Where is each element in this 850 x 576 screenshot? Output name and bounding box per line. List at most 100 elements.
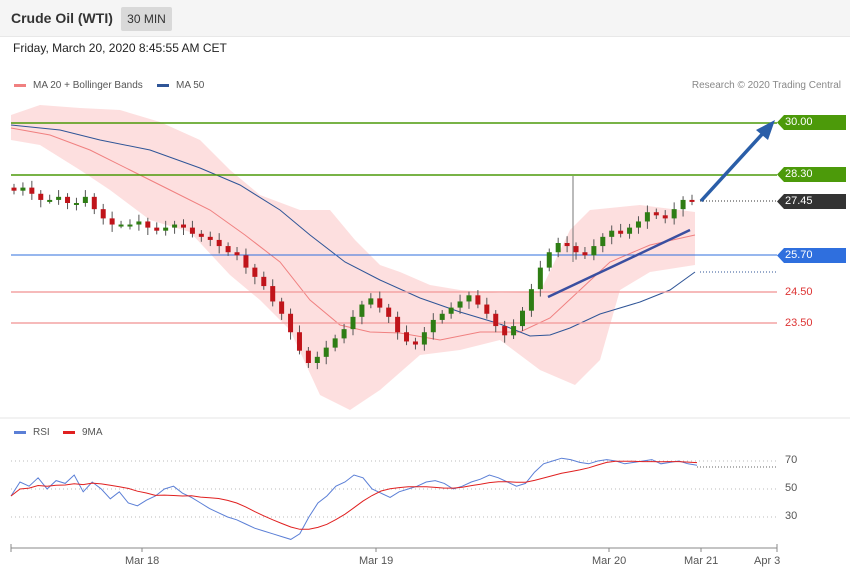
candle-body	[172, 224, 178, 228]
candle-body	[404, 332, 410, 342]
candle-body	[20, 187, 26, 191]
candle-body	[234, 252, 240, 256]
rsi-label: RSI	[33, 427, 50, 438]
candle-body	[127, 224, 133, 227]
candle-body	[466, 295, 472, 302]
candle-body	[537, 267, 543, 290]
candle-body	[225, 246, 231, 253]
candle-body	[198, 233, 204, 237]
rsi-line	[10, 457, 698, 540]
candle-body	[475, 295, 481, 305]
candle-body	[118, 224, 124, 227]
chart-header: Crude Oil (WTI) 30 MIN	[0, 0, 850, 37]
candle-body	[412, 341, 418, 345]
candle-body	[279, 301, 285, 314]
candle-body	[154, 227, 160, 231]
x-label-mar21: Mar 21	[684, 555, 719, 567]
legend-ma20: MA 20 + Bollinger Bands	[14, 80, 143, 91]
candle-body	[680, 199, 686, 210]
candle-body	[644, 212, 650, 222]
price-label-30-00: 30.00	[777, 115, 846, 130]
candle-body	[243, 255, 249, 268]
candle-body	[609, 230, 615, 237]
candle-body	[350, 316, 356, 330]
x-label-mar19: Mar 19	[359, 555, 394, 567]
target-arrow-shaft	[699, 128, 768, 203]
candle-body	[528, 289, 534, 311]
bollinger-band	[11, 105, 695, 410]
x-label-apr3: Apr 3	[754, 555, 781, 567]
candle-body	[332, 338, 338, 348]
x-label-mar20: Mar 20	[592, 555, 627, 567]
candle-body	[511, 326, 517, 336]
price-label-25-70: 25.70	[777, 248, 846, 263]
candle-body	[109, 218, 115, 225]
candle-body	[181, 224, 186, 228]
candle-body	[662, 215, 668, 219]
candle-body	[448, 307, 454, 314]
candle-body	[38, 193, 44, 200]
ma50-swatch	[157, 84, 169, 87]
target-arrow-head	[756, 120, 775, 140]
price-label-28-30: 28.30	[777, 167, 846, 182]
x-label-mar18: Mar 18	[125, 555, 160, 567]
candle-body	[493, 313, 499, 327]
candle-body	[555, 243, 561, 253]
candle-body	[305, 350, 311, 363]
candle-body	[377, 298, 383, 308]
candle-body	[323, 347, 329, 357]
candle-body	[252, 267, 258, 277]
legend-rsi: RSI	[14, 427, 50, 438]
uptrend-line	[547, 228, 691, 299]
candle-body	[288, 313, 294, 333]
candle-body	[136, 221, 142, 225]
price-label-23-50: 23.50	[785, 317, 813, 329]
timeframe-badge[interactable]: 30 MIN	[121, 7, 172, 31]
candle-body	[11, 187, 17, 191]
candlesticks	[11, 176, 695, 370]
candle-body	[189, 227, 195, 234]
rsi-level-70: 70	[785, 454, 798, 466]
candle-body	[47, 199, 53, 202]
candle-body	[600, 236, 606, 247]
candle-body	[341, 329, 347, 339]
candle-body	[502, 326, 508, 336]
candle-body	[653, 212, 659, 216]
rsi-ma-swatch	[63, 431, 75, 434]
candle-body	[29, 187, 35, 194]
candle-body	[207, 236, 213, 240]
legend-rsi-ma: 9MA	[63, 427, 103, 438]
candle-body	[689, 199, 695, 202]
chart-timestamp: Friday, March 20, 2020 8:45:55 AM CET	[13, 41, 227, 55]
candle-body	[520, 310, 525, 327]
candle-body	[484, 304, 490, 314]
candle-body	[546, 252, 552, 268]
rsi-swatch	[14, 431, 26, 434]
candle-body	[618, 230, 624, 234]
candle-body	[368, 298, 374, 305]
candle-body	[386, 307, 392, 317]
candle-body	[56, 196, 62, 200]
legend-ma50: MA 50	[157, 80, 204, 91]
candle-body	[627, 227, 633, 234]
candle-body	[216, 239, 222, 247]
candle-body	[82, 196, 88, 203]
candle-body	[564, 243, 570, 247]
candle-body	[65, 196, 71, 203]
candle-body	[261, 276, 267, 287]
candle-body	[270, 286, 276, 302]
rsi-level-50: 50	[785, 482, 798, 494]
rsi-9ma-line	[10, 460, 698, 530]
candle-body	[296, 332, 302, 351]
ma50-line	[10, 124, 696, 337]
candle-body	[395, 316, 401, 333]
candle-body	[359, 304, 365, 317]
candle-body	[582, 252, 588, 256]
candle-body	[635, 221, 641, 228]
ma50-label: MA 50	[176, 80, 205, 91]
candle-body	[573, 246, 579, 253]
ma20-swatch	[14, 84, 26, 87]
candle-body	[314, 356, 320, 363]
instrument-title: Crude Oil (WTI)	[11, 10, 113, 26]
